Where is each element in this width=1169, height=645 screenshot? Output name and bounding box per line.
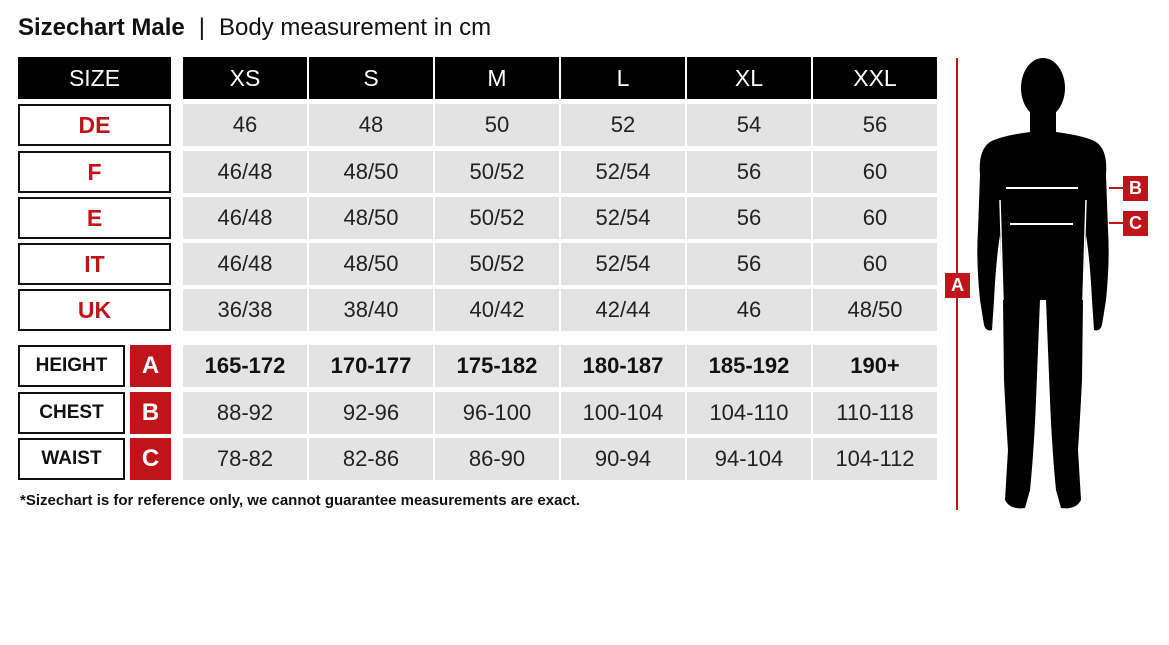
table-cell: 40/42 xyxy=(435,289,559,331)
table-cell: 90-94 xyxy=(561,438,685,480)
table-cell: 50/52 xyxy=(435,151,559,193)
disclaimer-note: *Sizechart is for reference only, we can… xyxy=(20,492,580,509)
table-cell: 48/50 xyxy=(309,197,433,239)
table-cell: 46/48 xyxy=(183,151,307,193)
table-cell: 46 xyxy=(183,104,307,146)
table-cell: 52 xyxy=(561,104,685,146)
table-cell: 46/48 xyxy=(183,243,307,285)
size-header-m: M xyxy=(435,57,559,99)
country-label-e: E xyxy=(18,197,171,239)
waist-marker-badge: C xyxy=(1123,211,1148,236)
table-cell: 36/38 xyxy=(183,289,307,331)
measurement-label-waist: WAIST xyxy=(18,438,125,480)
table-cell: 60 xyxy=(813,197,937,239)
title-subtitle: Body measurement in cm xyxy=(218,14,492,41)
measurement-label-chest: CHEST xyxy=(18,392,125,434)
chest-marker-badge: B xyxy=(1123,176,1148,201)
table-cell: 92-96 xyxy=(309,392,433,434)
table-cell: 104-110 xyxy=(687,392,811,434)
measurement-badge: A xyxy=(130,345,171,387)
table-cell: 50/52 xyxy=(435,243,559,285)
body-shape xyxy=(977,112,1109,509)
table-cell: 60 xyxy=(813,151,937,193)
size-header-label: SIZE xyxy=(18,57,171,99)
table-cell: 52/54 xyxy=(561,151,685,193)
measurement-label-height: HEIGHT xyxy=(18,345,125,387)
body-silhouette-figure xyxy=(956,58,1124,510)
table-cell: 48/50 xyxy=(309,151,433,193)
size-header-s: S xyxy=(309,57,433,99)
table-cell: 50/52 xyxy=(435,197,559,239)
table-cell: 56 xyxy=(687,197,811,239)
arm-gap-left xyxy=(999,199,1004,301)
table-cell: 165-172 xyxy=(183,345,307,387)
size-header-xl: XL xyxy=(687,57,811,99)
table-cell: 46/48 xyxy=(183,197,307,239)
size-header-l: L xyxy=(561,57,685,99)
table-cell: 48/50 xyxy=(813,289,937,331)
title-bold: Sizechart Male xyxy=(18,14,185,41)
table-cell: 94-104 xyxy=(687,438,811,480)
table-cell: 48/50 xyxy=(309,243,433,285)
table-cell: 82-86 xyxy=(309,438,433,480)
table-cell: 56 xyxy=(813,104,937,146)
title-separator: | xyxy=(198,14,205,41)
table-cell: 110-118 xyxy=(813,392,937,434)
table-cell: 38/40 xyxy=(309,289,433,331)
country-label-uk: UK xyxy=(18,289,171,331)
table-cell: 42/44 xyxy=(561,289,685,331)
table-cell: 56 xyxy=(687,151,811,193)
table-cell: 78-82 xyxy=(183,438,307,480)
table-cell: 100-104 xyxy=(561,392,685,434)
arm-gap-right xyxy=(1082,199,1087,301)
table-cell: 175-182 xyxy=(435,345,559,387)
table-cell: 50 xyxy=(435,104,559,146)
size-header-xxl: XXL xyxy=(813,57,937,99)
table-cell: 52/54 xyxy=(561,197,685,239)
table-cell: 190+ xyxy=(813,345,937,387)
table-cell: 86-90 xyxy=(435,438,559,480)
country-label-de: DE xyxy=(18,104,171,146)
country-label-it: IT xyxy=(18,243,171,285)
table-cell: 54 xyxy=(687,104,811,146)
head-shape xyxy=(1021,58,1065,118)
page-title: Sizechart Male | Body measurement in cm xyxy=(18,14,491,42)
table-cell: 88-92 xyxy=(183,392,307,434)
table-cell: 60 xyxy=(813,243,937,285)
table-cell: 48 xyxy=(309,104,433,146)
measurement-badge: C xyxy=(130,438,171,480)
table-cell: 46 xyxy=(687,289,811,331)
table-cell: 56 xyxy=(687,243,811,285)
table-cell: 180-187 xyxy=(561,345,685,387)
table-cell: 52/54 xyxy=(561,243,685,285)
measurement-badge: B xyxy=(130,392,171,434)
size-header-xs: XS xyxy=(183,57,307,99)
table-cell: 96-100 xyxy=(435,392,559,434)
country-label-f: F xyxy=(18,151,171,193)
height-marker-badge: A xyxy=(945,273,970,298)
table-cell: 170-177 xyxy=(309,345,433,387)
table-cell: 104-112 xyxy=(813,438,937,480)
table-cell: 185-192 xyxy=(687,345,811,387)
